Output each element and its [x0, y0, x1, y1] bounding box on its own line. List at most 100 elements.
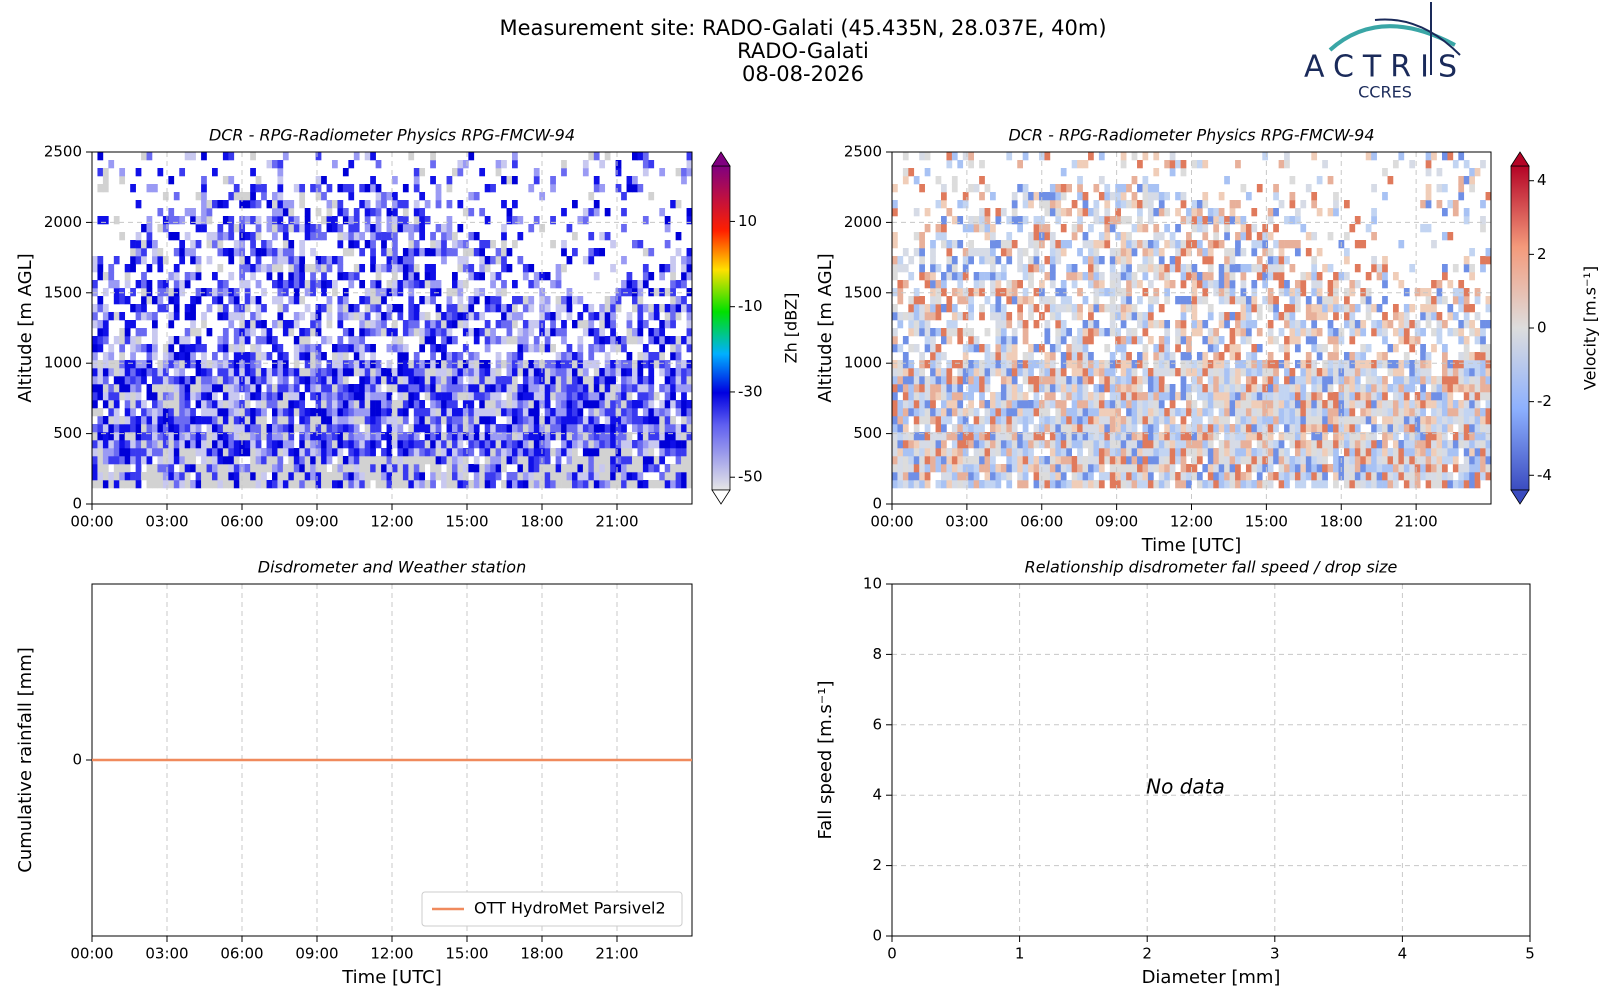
radar-cell [973, 184, 980, 193]
radar-cell [250, 272, 256, 281]
radar-cell [1120, 256, 1127, 265]
radar-cell [1186, 296, 1192, 305]
radar-cell [892, 408, 898, 417]
radar-cell [484, 400, 491, 409]
radar-cell [686, 424, 693, 433]
radar-cell [1011, 296, 1018, 305]
radar-cell [173, 216, 180, 225]
radar-cell [304, 336, 311, 345]
radar-cell [108, 480, 115, 489]
radar-cell [892, 272, 898, 281]
radar-cell [233, 392, 240, 401]
radar-cell [681, 472, 687, 481]
radar-cell [1115, 448, 1122, 457]
radar-cell [1077, 424, 1083, 433]
radar-cell [364, 320, 371, 329]
radar-cell [582, 256, 589, 265]
radar-cell [1229, 216, 1236, 225]
radar-cell [484, 424, 491, 433]
radar-cell [1093, 184, 1100, 193]
radar-cell [321, 456, 327, 465]
radar-cell [102, 320, 109, 329]
radar-cell [277, 352, 284, 361]
radar-cell [1142, 400, 1149, 409]
radar-cell [604, 376, 611, 385]
radar-cell [277, 160, 284, 169]
radar-cell [1278, 408, 1285, 417]
radar-cell [348, 472, 355, 481]
radar-cell [675, 352, 682, 361]
radar-cell [113, 280, 120, 289]
radar-cell [304, 464, 311, 473]
radar-cell [152, 240, 158, 249]
radar-cell [984, 384, 991, 393]
radar-cell [392, 472, 398, 481]
radar-cell [1006, 440, 1013, 449]
radar-cell [670, 264, 676, 273]
radar-cell [1098, 328, 1105, 337]
radar-cell [402, 272, 409, 281]
radar-cell [457, 224, 464, 233]
radar-cell [152, 336, 158, 345]
radar-cell [670, 320, 676, 329]
radar-cell [561, 416, 567, 425]
radar-cell [424, 360, 431, 369]
radar-cell [599, 384, 606, 393]
radar-cell [941, 272, 947, 281]
radar-cell [452, 480, 458, 489]
radar-cell [490, 408, 496, 417]
radar-cell [359, 368, 366, 377]
radar-cell [479, 360, 486, 369]
radar-cell [506, 472, 513, 481]
radar-cell [1109, 264, 1116, 273]
radar-cell [397, 480, 404, 489]
radar-cell [342, 432, 349, 441]
radar-cell [681, 448, 687, 457]
radar-cell [582, 360, 589, 369]
radar-cell [206, 432, 213, 441]
radar-cell [441, 376, 447, 385]
radar-cell [468, 152, 475, 161]
radar-cell [892, 184, 898, 193]
radar-cell [402, 376, 409, 385]
radar-cell [506, 392, 513, 401]
radar-cell [479, 264, 486, 273]
radar-cell [1142, 312, 1149, 321]
radar-cell [1202, 384, 1209, 393]
radar-cell [1153, 224, 1160, 233]
radar-cell [130, 368, 136, 377]
radar-cell [506, 264, 513, 273]
radar-cell [577, 400, 584, 409]
radar-cell [1131, 448, 1138, 457]
radar-cell [462, 256, 469, 265]
radar-cell [501, 408, 507, 417]
radar-cell [468, 264, 475, 273]
radar-cell [457, 408, 464, 417]
radar-cell [402, 360, 409, 369]
radar-cell [913, 480, 920, 489]
radar-cell [615, 416, 622, 425]
radar-cell [1126, 368, 1132, 377]
radar-cell [1213, 360, 1220, 369]
radar-cell [1153, 152, 1160, 161]
radar-cell [637, 312, 644, 321]
radar-cell [1022, 360, 1029, 369]
radar-cell [342, 328, 349, 337]
radar-cell [1240, 320, 1247, 329]
radar-cell [626, 456, 633, 465]
radar-cell [1164, 352, 1171, 361]
radar-cell [1120, 336, 1127, 345]
radar-cell [233, 480, 240, 489]
radar-cell [1022, 352, 1029, 361]
radar-cell [326, 280, 333, 289]
radar-cell [457, 464, 464, 473]
radar-cell [1137, 200, 1143, 209]
radar-cell [326, 440, 333, 449]
radar-cell [1066, 376, 1072, 385]
radar-cell [588, 256, 595, 265]
radar-cell [452, 312, 458, 321]
radar-cell [626, 480, 633, 489]
radar-cell [392, 336, 398, 345]
radar-cell [506, 368, 513, 377]
radar-cell [1000, 344, 1007, 353]
